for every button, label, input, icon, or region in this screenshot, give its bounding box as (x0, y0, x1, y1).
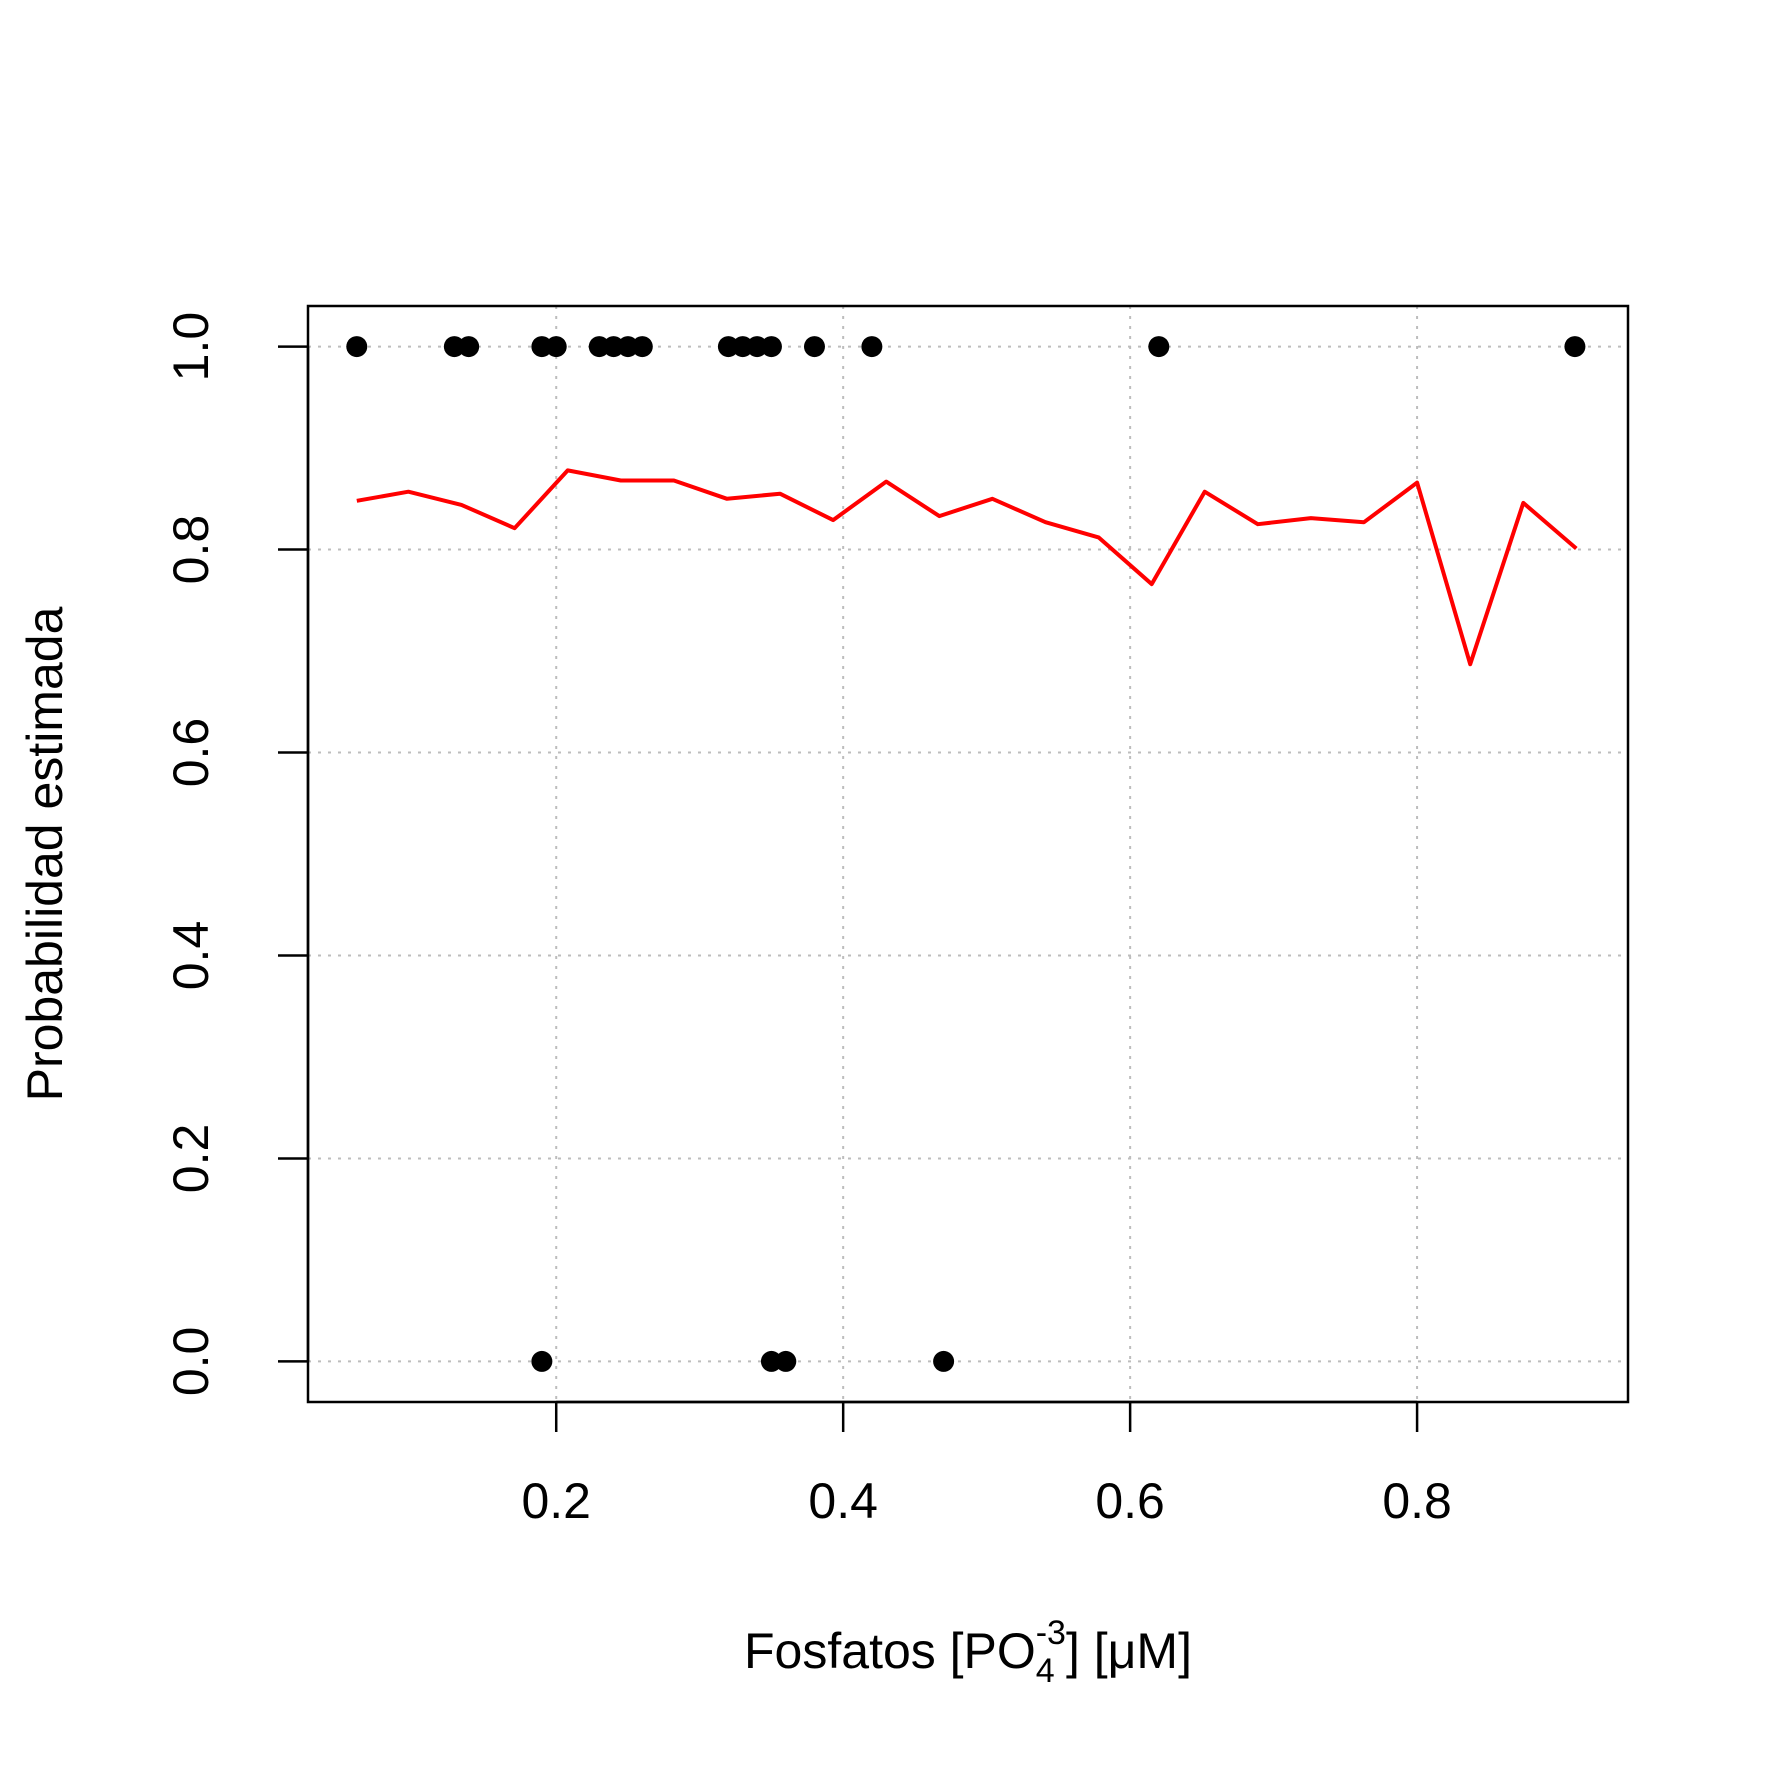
data-point-14 (861, 336, 883, 358)
y-axis-title: Probabilidad estimada (17, 606, 73, 1101)
data-point-6 (603, 336, 625, 358)
y-tick-label-5: 1.0 (163, 312, 219, 382)
y-tick-label-1: 0.2 (163, 1124, 219, 1194)
plot-frame (306, 304, 1630, 1404)
data-point-19 (775, 1350, 797, 1372)
x-tick-label-2: 0.6 (1095, 1473, 1165, 1529)
data-point-7 (617, 336, 639, 358)
data-point-3 (531, 336, 553, 358)
data-point-15 (1148, 336, 1170, 358)
data-point-17 (531, 1350, 553, 1372)
data-point-20 (933, 1350, 955, 1372)
data-point-18 (760, 1350, 782, 1372)
x-tick-label-0: 0.2 (521, 1473, 591, 1529)
y-tick-label-2: 0.4 (163, 921, 219, 991)
data-point-13 (803, 336, 825, 358)
y-tick-label-4: 0.8 (163, 515, 219, 585)
data-point-12 (760, 336, 782, 358)
data-point-5 (588, 336, 610, 358)
data-point-4 (545, 336, 567, 358)
x-tick-label-3: 0.8 (1382, 1473, 1452, 1529)
observed-points-layer (346, 336, 1586, 1372)
x-axis-title: Fosfatos [PO4-3] [μM] (744, 1614, 1192, 1690)
data-point-0 (346, 336, 368, 358)
x-axis-title-subscript: 4 (1036, 1652, 1055, 1690)
x-axis-title-superscript: -3 (1036, 1614, 1066, 1652)
data-point-2 (458, 336, 480, 358)
x-tick-label-1: 0.4 (808, 1473, 878, 1529)
data-point-9 (717, 336, 739, 358)
axes: 0.2 0.4 0.6 0.8 0.0 0.2 0.4 0.6 0.8 1.0 (163, 312, 1452, 1529)
data-point-8 (631, 336, 653, 358)
x-axis-title-prefix: Fosfatos [PO (744, 1623, 1036, 1679)
data-point-16 (1564, 336, 1586, 358)
data-point-11 (746, 336, 768, 358)
y-tick-label-0: 0.0 (163, 1327, 219, 1397)
data-point-1 (443, 336, 465, 358)
fitted-curve-layer (356, 468, 1578, 667)
data-point-10 (732, 336, 754, 358)
grid-lines (308, 306, 1628, 1402)
fitted-probability-line (356, 468, 1578, 667)
y-tick-label-3: 0.6 (163, 718, 219, 788)
x-axis-title-suffix: ] [μM] (1066, 1623, 1192, 1679)
